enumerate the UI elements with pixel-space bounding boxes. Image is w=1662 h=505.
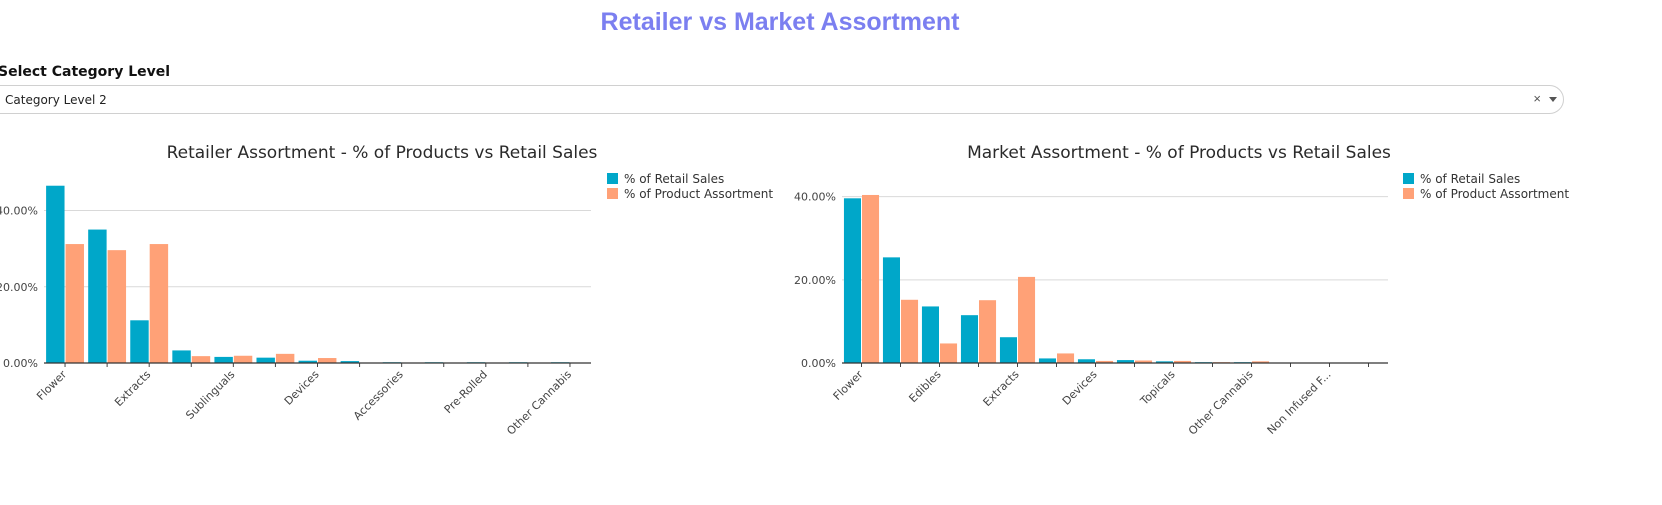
retailer-bar-retail-sales	[172, 350, 190, 363]
market-x-tick-label: Edibles	[906, 368, 943, 405]
market-x-tick-label: Non Infused F...	[1265, 368, 1334, 437]
clear-icon[interactable]: ×	[1533, 91, 1541, 106]
market-y-tick-label: 0.00%	[801, 357, 836, 370]
category-level-label: Select Category Level	[0, 64, 170, 80]
market-bar-product-assortment	[1018, 277, 1035, 363]
market-bar-product-assortment	[1057, 353, 1074, 363]
retailer-bar-product-assortment	[234, 356, 252, 363]
retailer-x-tick-label: Devices	[282, 368, 322, 408]
market-bar-retail-sales	[844, 198, 861, 363]
market-y-tick-label: 40.00%	[794, 191, 836, 204]
retailer-x-tick-label: Pre-Rolled	[442, 368, 490, 416]
market-bar-product-assortment	[901, 300, 918, 363]
market-bar-product-assortment	[940, 343, 957, 363]
retailer-legend-label: % of Product Assortment	[624, 187, 773, 201]
retailer-assortment-chart-svg: Retailer Assortment - % of Products vs R…	[0, 130, 800, 500]
retailer-bar-product-assortment	[108, 250, 126, 363]
market-y-tick-label: 20.00%	[794, 274, 836, 287]
retailer-x-tick-label: Other Cannabis	[504, 368, 574, 438]
retailer-bar-retail-sales	[88, 230, 106, 363]
retailer-legend-label: % of Retail Sales	[624, 172, 724, 186]
market-legend-label: % of Product Assortment	[1420, 187, 1569, 201]
retailer-y-tick-label: 20.00%	[0, 281, 38, 294]
market-bar-product-assortment	[979, 300, 996, 363]
retailer-chart-title: Retailer Assortment - % of Products vs R…	[167, 143, 598, 163]
market-bar-retail-sales	[922, 306, 939, 363]
retailer-bar-retail-sales	[46, 186, 64, 363]
market-bar-retail-sales	[883, 257, 900, 363]
market-legend-swatch	[1403, 188, 1414, 199]
retailer-bar-product-assortment	[276, 354, 294, 363]
retailer-bar-retail-sales	[130, 320, 148, 363]
retailer-legend-swatch	[607, 173, 618, 184]
retailer-bar-product-assortment	[150, 244, 168, 363]
retailer-bar-retail-sales	[256, 358, 274, 363]
retailer-assortment-chart: Retailer Assortment - % of Products vs R…	[0, 130, 800, 500]
market-legend-swatch	[1403, 173, 1414, 184]
market-bar-retail-sales	[1039, 358, 1056, 363]
market-x-tick-label: Extracts	[981, 368, 1022, 409]
retailer-x-tick-label: Sublinguals	[183, 368, 237, 422]
market-bar-product-assortment	[862, 195, 879, 363]
market-legend-label: % of Retail Sales	[1420, 172, 1520, 186]
retailer-x-tick-label: Flower	[34, 368, 69, 403]
category-level-selected-value: Category Level 2	[5, 93, 107, 107]
market-x-tick-label: Topicals	[1137, 368, 1178, 409]
market-bar-retail-sales	[1000, 337, 1017, 363]
market-assortment-chart-svg: Market Assortment - % of Products vs Ret…	[790, 130, 1662, 500]
retailer-bar-retail-sales	[214, 357, 232, 363]
market-x-tick-label: Flower	[831, 368, 866, 403]
market-assortment-chart: Market Assortment - % of Products vs Ret…	[790, 130, 1662, 500]
market-x-tick-label: Other Cannabis	[1186, 368, 1256, 438]
retailer-y-tick-label: 40.00%	[0, 205, 38, 218]
retailer-x-tick-label: Extracts	[112, 368, 153, 409]
retailer-legend-swatch	[607, 188, 618, 199]
retailer-bar-product-assortment	[318, 358, 336, 363]
retailer-x-tick-label: Accessories	[351, 368, 406, 423]
chevron-down-icon[interactable]	[1549, 97, 1557, 102]
market-chart-title: Market Assortment - % of Products vs Ret…	[967, 143, 1391, 163]
market-x-tick-label: Devices	[1060, 368, 1100, 408]
retailer-bar-product-assortment	[192, 356, 210, 363]
market-bar-retail-sales	[961, 315, 978, 363]
page-title: Retailer vs Market Assortment	[0, 8, 1560, 37]
category-level-dropdown[interactable]: Category Level 2 ×	[0, 85, 1564, 114]
retailer-y-tick-label: 0.00%	[3, 357, 38, 370]
retailer-bar-product-assortment	[66, 244, 84, 363]
